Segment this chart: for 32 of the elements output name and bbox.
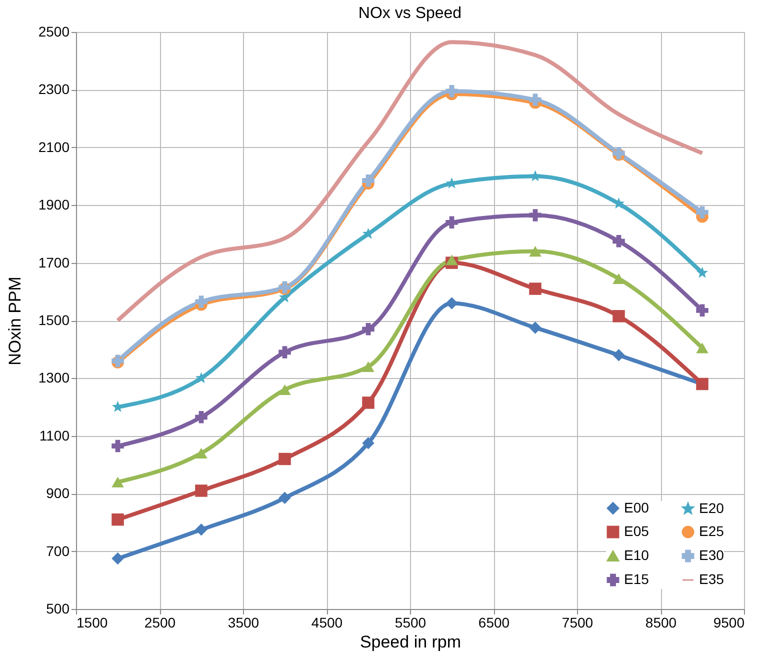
x-tick-label: 8500	[645, 614, 677, 630]
y-tick-label: 1700	[38, 254, 70, 270]
legend-label: E15	[624, 571, 650, 587]
legend-label: E05	[624, 523, 650, 539]
x-axis-title: Speed in rpm	[360, 632, 462, 652]
x-tick-label: 4500	[311, 614, 343, 630]
legend-label: E20	[699, 500, 724, 516]
y-tick-label: 1500	[38, 312, 70, 328]
x-tick-label: 2500	[144, 614, 176, 630]
y-tick-label: 1900	[38, 196, 70, 213]
y-tick-label: 1300	[38, 370, 70, 386]
y-tick-label: 1100	[39, 427, 70, 444]
x-tick-label: 5500	[394, 614, 426, 630]
legend-label: E25	[699, 523, 724, 539]
legend-label: E30	[699, 547, 724, 563]
x-tick-label: 9500	[713, 614, 745, 630]
y-tick-label: 900	[46, 485, 70, 502]
y-tick-label: 2300	[38, 81, 70, 98]
y-tick-label: 700	[46, 542, 70, 559]
legend-label: E35	[699, 571, 724, 587]
legend-label: E10	[624, 547, 650, 563]
x-tick-label: 3500	[228, 614, 260, 630]
x-tick-label: 6500	[478, 614, 510, 630]
legend-label: E00	[624, 499, 650, 516]
y-tick-label: 2100	[38, 138, 70, 155]
x-tick-label: 1500	[76, 614, 108, 630]
line-series	[116, 40, 704, 322]
chart-title: NOx vs Speed	[358, 5, 462, 22]
y-tick-label: 500	[46, 600, 70, 616]
y-tick-label: 2500	[38, 24, 70, 40]
x-tick-label: 7500	[562, 614, 594, 630]
y-axis-title: NOxin PPM	[5, 276, 24, 366]
